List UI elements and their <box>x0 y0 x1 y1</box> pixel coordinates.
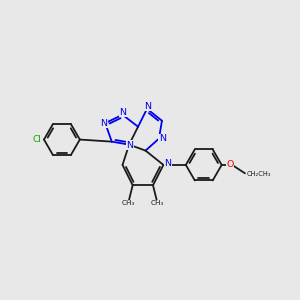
Text: N: N <box>126 141 133 150</box>
Text: CH₂CH₃: CH₂CH₃ <box>247 171 271 177</box>
Text: N: N <box>164 159 171 168</box>
Text: N: N <box>100 118 107 127</box>
Text: Cl: Cl <box>32 135 41 144</box>
Text: N: N <box>120 108 127 117</box>
Text: O: O <box>226 160 234 169</box>
Text: CH₃: CH₃ <box>122 200 135 206</box>
Text: N: N <box>159 134 166 143</box>
Text: CH₃: CH₃ <box>151 200 164 206</box>
Text: N: N <box>144 102 151 111</box>
